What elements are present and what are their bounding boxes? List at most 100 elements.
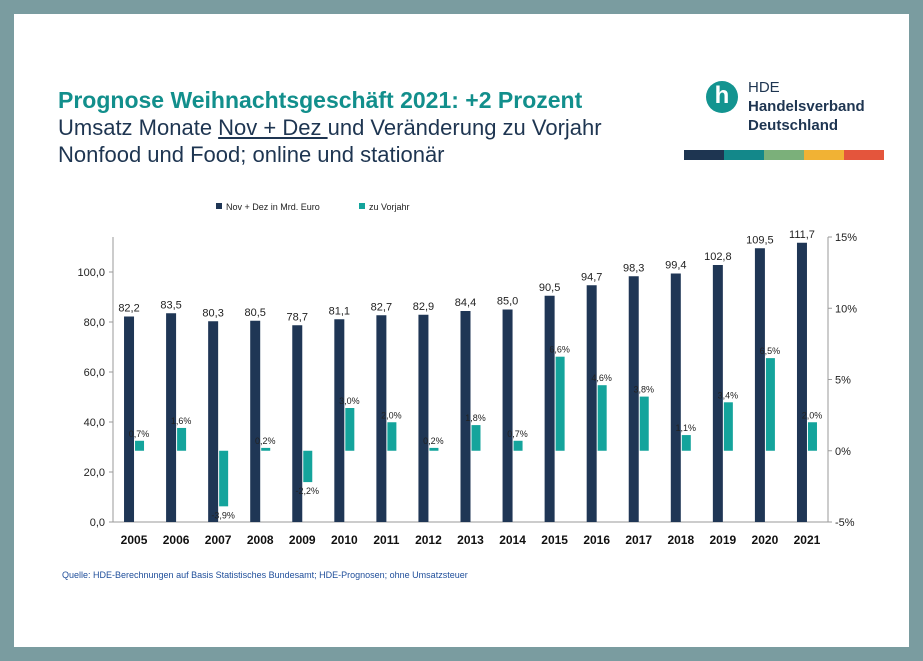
revenue-bar xyxy=(544,295,555,522)
revenue-bar xyxy=(376,315,387,522)
x-axis-category-label: 2014 xyxy=(499,533,526,547)
revenue-bar xyxy=(250,320,261,522)
revenue-bar xyxy=(124,316,135,522)
revenue-bar xyxy=(208,321,219,522)
x-axis-category-label: 2005 xyxy=(121,533,148,547)
change-bar xyxy=(177,427,187,451)
x-axis-category-label: 2012 xyxy=(415,533,442,547)
revenue-bar-label: 98,3 xyxy=(623,262,644,274)
revenue-bar-label: 102,8 xyxy=(704,251,732,263)
revenue-bar-label: 109,5 xyxy=(746,234,774,246)
change-bar-label: 2,0% xyxy=(802,410,823,420)
subtitle-post: und Veränderung zu Vorjahr xyxy=(327,115,602,140)
revenue-bar xyxy=(628,276,639,522)
stripe-segment xyxy=(724,150,764,160)
slide: Prognose Weihnachtsgeschäft 2021: +2 Pro… xyxy=(14,14,909,647)
revenue-bar-label: 84,4 xyxy=(455,297,476,309)
revenue-bar-label: 83,5 xyxy=(160,299,181,311)
right-axis-tick-label: 15% xyxy=(835,232,857,244)
stripe-segment xyxy=(844,150,884,160)
logo-name-line1: Handelsverband xyxy=(748,98,865,115)
x-axis-category-label: 2019 xyxy=(710,533,737,547)
x-axis-category-label: 2011 xyxy=(373,533,399,547)
revenue-bar xyxy=(166,313,177,522)
change-bar-label: 6,6% xyxy=(549,345,570,355)
revenue-bar-label: 111,7 xyxy=(789,229,815,241)
revenue-bar-label: 78,7 xyxy=(287,311,308,323)
change-bar-label: 1,8% xyxy=(465,413,486,423)
revenue-bar-label: 85,0 xyxy=(497,296,518,308)
x-axis-category-label: 2021 xyxy=(794,533,821,547)
logo-name-line2: Deutschland xyxy=(748,117,839,134)
change-bar xyxy=(555,356,565,451)
change-bar xyxy=(219,450,229,507)
revenue-bar xyxy=(670,273,681,522)
left-axis-tick-label: 60,0 xyxy=(84,367,105,379)
change-bar-label: 3,4% xyxy=(718,390,739,400)
change-bar xyxy=(429,447,439,451)
change-bar-label: 1,6% xyxy=(171,416,192,426)
x-axis-category-label: 2010 xyxy=(331,533,358,547)
change-bar xyxy=(681,435,691,451)
change-bar xyxy=(303,450,313,483)
bar-chart: 0,0 20,0 40,0 60,0 80,0 100,0 -5% 0% 5% 10% 15% 82,… xyxy=(77,202,857,547)
change-bar-label: -2,2% xyxy=(296,486,320,496)
revenue-bar-label: 81,1 xyxy=(329,305,350,317)
x-axis-category-label: 2015 xyxy=(541,533,568,547)
change-bar-label: 0,2% xyxy=(423,436,444,446)
chart-subtitle-line3: Nonfood und Food; online und stationär xyxy=(58,142,445,167)
stripe-segment xyxy=(684,150,724,160)
change-bar xyxy=(765,358,775,451)
x-axis-category-label: 2013 xyxy=(457,533,484,547)
revenue-bar-label: 80,5 xyxy=(244,307,265,319)
legend-label-change: zu Vorjahr xyxy=(369,202,410,212)
revenue-bar-label: 82,7 xyxy=(371,301,392,313)
revenue-bar xyxy=(712,265,723,522)
change-bar xyxy=(513,440,523,451)
source-note: Quelle: HDE-Berechnungen auf Basis Stati… xyxy=(62,570,468,580)
left-axis-tick-label: 20,0 xyxy=(84,467,105,479)
revenue-bar xyxy=(334,319,345,522)
revenue-bar xyxy=(586,285,597,522)
change-bar xyxy=(135,440,145,451)
change-bar xyxy=(639,396,649,451)
change-bar-label: 4,6% xyxy=(591,373,612,383)
chart-subtitle-line2: Umsatz Monate Nov + Dez und Veränderung … xyxy=(58,114,698,141)
change-bar-label: 3,8% xyxy=(633,385,654,395)
hde-logo-mark: h xyxy=(706,81,738,113)
revenue-bar-label: 82,2 xyxy=(118,303,139,315)
x-axis-category-label: 2006 xyxy=(163,533,190,547)
legend-label-revenue: Nov + Dez in Mrd. Euro xyxy=(226,202,320,212)
chart-title: Prognose Weihnachtsgeschäft 2021: +2 Pro… xyxy=(58,87,583,113)
change-bar-label: 0,7% xyxy=(129,429,150,439)
left-axis-tick-label: 100,0 xyxy=(77,267,105,279)
x-axis-category-label: 2008 xyxy=(247,533,274,547)
change-bar-label: -3,9% xyxy=(211,510,235,520)
right-axis-tick-label: 0% xyxy=(835,446,851,458)
x-axis-category-label: 2007 xyxy=(205,533,232,547)
revenue-bar-label: 82,9 xyxy=(413,301,434,313)
change-bar-label: 0,7% xyxy=(507,429,528,439)
x-axis-category-label: 2020 xyxy=(752,533,779,547)
hde-logo: h HDE Handelsverband Deutschland xyxy=(706,78,906,134)
revenue-bar xyxy=(418,314,429,522)
change-bar xyxy=(807,422,817,451)
title-block: Prognose Weihnachtsgeschäft 2021: +2 Pro… xyxy=(58,86,698,168)
subtitle-underlined: Nov + Dez xyxy=(218,115,328,140)
change-bar-label: 6,5% xyxy=(760,346,781,356)
x-axis-category-label: 2017 xyxy=(625,533,652,547)
legend-swatch-change xyxy=(359,203,365,209)
change-bar xyxy=(387,422,397,451)
right-axis-tick-label: -5% xyxy=(835,517,855,529)
change-bar xyxy=(723,402,733,451)
right-axis-tick-label: 10% xyxy=(835,303,857,315)
revenue-bar xyxy=(292,325,303,522)
x-axis-category-label: 2009 xyxy=(289,533,316,547)
revenue-bar xyxy=(754,248,765,522)
right-axis-tick-label: 5% xyxy=(835,375,851,387)
brand-stripe xyxy=(684,150,884,160)
hde-logo-text: HDE Handelsverband Deutschland xyxy=(748,78,865,135)
stripe-segment xyxy=(804,150,844,160)
change-bar-label: 1,1% xyxy=(676,423,697,433)
subtitle-pre: Umsatz Monate xyxy=(58,115,219,140)
